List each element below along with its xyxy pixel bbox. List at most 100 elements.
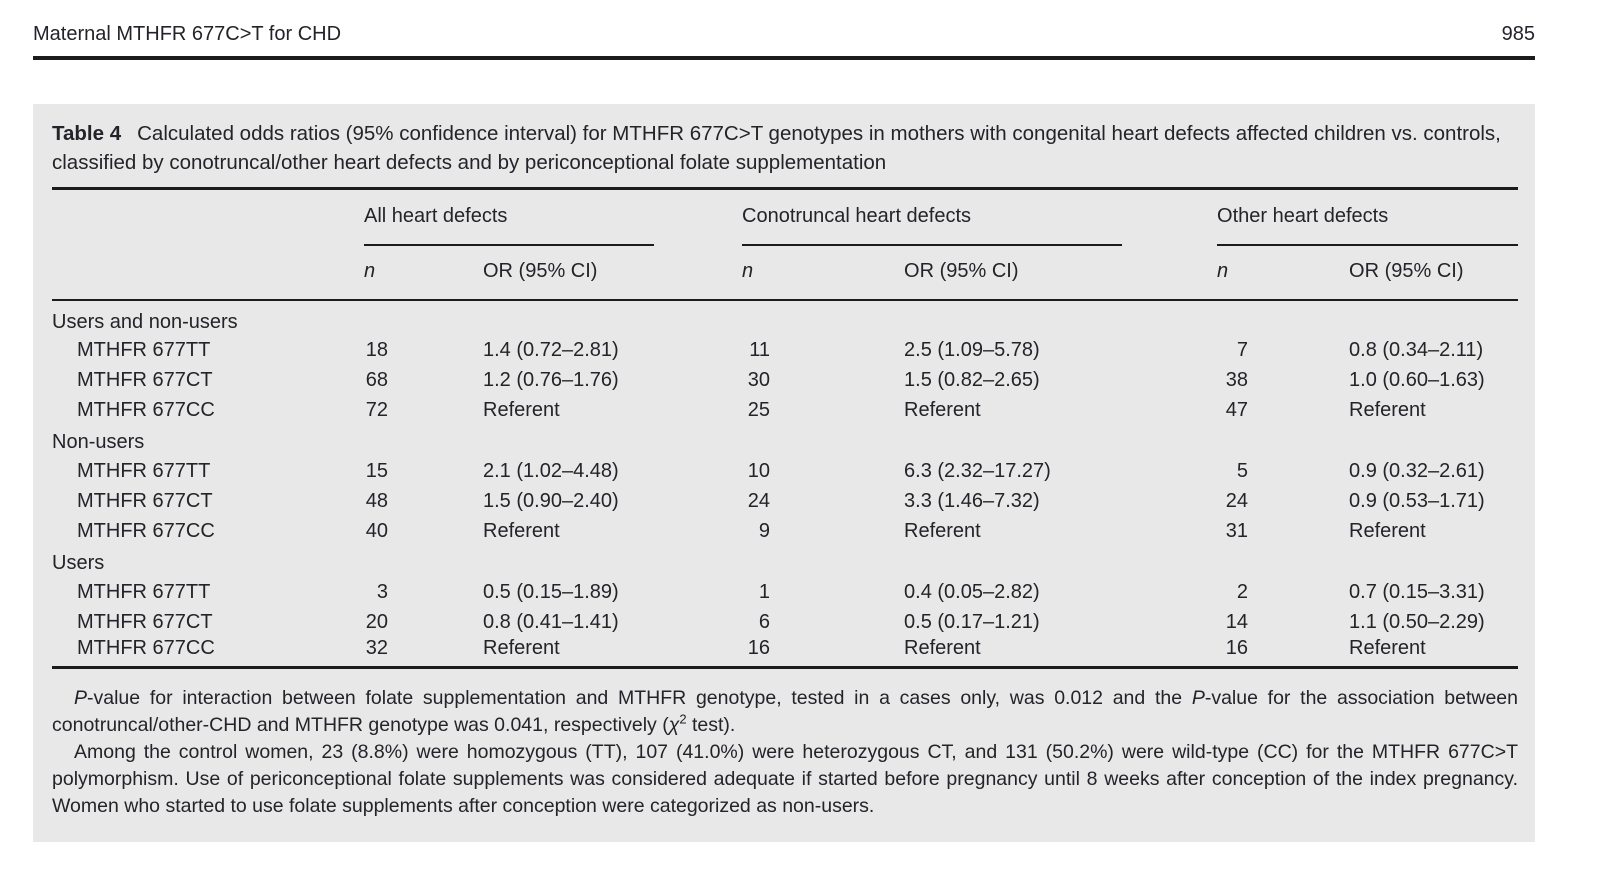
all-n-cell: 72 — [365, 398, 388, 421]
all-or-cell: Referent — [483, 519, 560, 542]
all-n-cell: 15 — [365, 459, 388, 482]
genotype-row: MTHFR 677TT 15 2.1 (1.02–4.48) 10 6.3 (2.32–… — [52, 456, 1518, 486]
all-n-cell: 20 — [365, 610, 388, 633]
other-or-cell: Referent — [1349, 519, 1426, 542]
all-n-cell: 18 — [365, 338, 388, 361]
group-header-all: All heart defects — [364, 189, 742, 246]
other-or-cell: 1.0 (0.60–1.63) — [1349, 368, 1485, 391]
other-n-cell: 16 — [1225, 637, 1249, 659]
conotruncal-n-cell: 1 — [758, 580, 771, 603]
all-or-cell: 1.2 (0.76–1.76) — [483, 368, 619, 391]
conotruncal-n-cell: 11 — [749, 338, 771, 361]
all-n-cell: 48 — [365, 489, 388, 512]
section-row: Users and non-users — [52, 300, 1518, 335]
table-footnotes: P-value for interaction between folate s… — [52, 685, 1518, 820]
section-label: Users and non-users — [52, 310, 238, 333]
other-or-cell: 0.9 (0.32–2.61) — [1349, 459, 1485, 482]
all-or-cell: 0.8 (0.41–1.41) — [483, 610, 619, 633]
genotype-label-cell: MTHFR 677CC — [77, 519, 215, 542]
genotype-row: MTHFR 677CT 68 1.2 (0.76–1.76) 30 1.5 (0.82–… — [52, 365, 1518, 395]
all-or-cell: 0.5 (0.15–1.89) — [483, 580, 619, 603]
running-head-title: Maternal MTHFR 677C>T for CHD — [33, 23, 342, 45]
genotype-row: MTHFR 677CT 20 0.8 (0.41–1.41) 6 0.5 (0.17–1… — [52, 607, 1518, 637]
table-caption-text: Calculated odds ratios (95% confidence i… — [52, 122, 1501, 174]
genotype-label-cell: MTHFR 677CT — [77, 489, 213, 512]
genotype-label-cell: MTHFR 677CC — [77, 398, 215, 421]
conotruncal-n-cell: 6 — [758, 610, 771, 633]
conotruncal-or-cell: 0.4 (0.05–2.82) — [904, 580, 1040, 603]
section-label: Non-users — [52, 431, 145, 453]
other-or-cell: Referent — [1349, 398, 1426, 421]
all-n-cell: 40 — [365, 519, 388, 542]
odds-ratio-table: All heart defects Conotruncal heart defe… — [52, 187, 1519, 669]
group-header-other-label: Other heart defects — [1217, 203, 1519, 246]
conotruncal-or-cell: 3.3 (1.46–7.32) — [904, 489, 1040, 512]
conotruncal-n-cell: 24 — [747, 489, 771, 512]
or-header-conotruncal: OR (95% CI) — [774, 246, 1218, 301]
all-n-cell: 68 — [365, 368, 388, 391]
group-header-row: All heart defects Conotruncal heart defe… — [52, 189, 1519, 247]
genotype-label-cell: MTHFR 677CT — [77, 610, 213, 633]
conotruncal-or-cell: 0.5 (0.17–1.21) — [904, 610, 1040, 633]
conotruncal-n-cell: 9 — [758, 519, 771, 542]
other-n-cell: 5 — [1236, 459, 1249, 482]
or-header-all: OR (95% CI) — [392, 246, 743, 301]
group-header-conotruncal: Conotruncal heart defects — [742, 189, 1217, 246]
genotype-row: MTHFR 677CT 48 1.5 (0.90–2.40) 24 3.3 (1.46–… — [52, 486, 1518, 516]
all-or-cell: 2.1 (1.02–4.48) — [483, 459, 619, 482]
footnote-controls: Among the control women, 23 (8.8%) were … — [52, 741, 1518, 817]
genotype-row: MTHFR 677CC 72 Referent 25 Referent 47 Referen… — [52, 395, 1518, 425]
footnote-pvalue: P-value for interaction between folate s… — [52, 687, 1518, 736]
other-n-cell: 7 — [1236, 338, 1249, 361]
group-header-all-label: All heart defects — [364, 203, 655, 246]
all-or-cell: 1.5 (0.90–2.40) — [483, 489, 619, 512]
group-header-other: Other heart defects — [1217, 189, 1519, 246]
conotruncal-or-cell: 2.5 (1.09–5.78) — [904, 338, 1040, 361]
conotruncal-or-cell: 1.5 (0.82–2.65) — [904, 368, 1040, 391]
other-n-cell: 47 — [1225, 398, 1249, 421]
other-n-cell: 14 — [1225, 610, 1249, 633]
n-header-all: n — [364, 246, 392, 301]
conotruncal-or-cell: Referent — [904, 637, 981, 659]
genotype-label-cell: MTHFR 677TT — [77, 338, 211, 361]
genotype-row: MTHFR 677TT 18 1.4 (0.72–2.81) 11 2.5 (1.09–… — [52, 335, 1518, 365]
conotruncal-or-cell: 6.3 (2.32–17.27) — [904, 459, 1051, 482]
other-or-cell: 0.8 (0.34–2.11) — [1349, 338, 1484, 361]
section-label: Users — [52, 552, 105, 574]
all-or-cell: 1.4 (0.72–2.81) — [483, 338, 619, 361]
journal-page: Maternal MTHFR 677C>T for CHD 985 Table … — [33, 20, 1535, 842]
all-n-cell: 32 — [365, 637, 388, 659]
n-header-conotruncal: n — [742, 246, 775, 301]
other-or-cell: 0.7 (0.15–3.31) — [1349, 580, 1485, 603]
n-header-other: n — [1217, 246, 1253, 301]
page-number: 985 — [1501, 23, 1535, 45]
genotype-row: MTHFR 677TT 3 0.5 (0.15–1.89) 1 0.4 (0.05–2.… — [52, 577, 1518, 607]
table-panel: Table 4 Calculated odds ratios (95% confi… — [33, 104, 1535, 842]
genotype-label-cell: MTHFR 677TT — [77, 580, 211, 603]
other-n-cell: 38 — [1225, 368, 1249, 391]
running-header: Maternal MTHFR 677C>T for CHD 985 — [33, 20, 1535, 48]
genotype-label-cell: MTHFR 677TT — [77, 459, 211, 482]
all-or-cell: Referent — [483, 637, 560, 659]
or-header-other: OR (95% CI) — [1252, 246, 1519, 301]
table-caption: Table 4 Calculated odds ratios (95% confi… — [52, 119, 1517, 177]
other-or-cell: Referent — [1349, 637, 1426, 659]
other-n-cell: 2 — [1236, 580, 1249, 603]
table-body: Users and non-users MTHFR 677TT 18 1.4 (0.7… — [52, 300, 1518, 668]
conotruncal-n-cell: 25 — [747, 398, 771, 421]
conotruncal-n-cell: 16 — [747, 637, 771, 659]
conotruncal-or-cell: Referent — [904, 519, 981, 542]
genotype-row: MTHFR 677CC 32 Referent 16 Referent 16 Referen… — [52, 637, 1518, 668]
conotruncal-n-cell: 10 — [747, 459, 771, 482]
genotype-row: MTHFR 677CC 40 Referent 9 Referent 31 Referent — [52, 516, 1518, 546]
other-or-cell: 0.9 (0.53–1.71) — [1349, 489, 1485, 512]
empty-header-cell — [52, 189, 364, 247]
other-or-cell: 1.1 (0.50–2.29) — [1349, 610, 1485, 633]
other-n-cell: 24 — [1225, 489, 1249, 512]
section-row: Users — [52, 546, 1518, 577]
empty-subheader-cell — [52, 246, 364, 301]
table-caption-label: Table 4 — [52, 122, 122, 145]
all-n-cell: 3 — [376, 580, 388, 603]
genotype-label-cell: MTHFR 677CT — [77, 368, 213, 391]
group-header-conotruncal-label: Conotruncal heart defects — [742, 203, 1123, 246]
